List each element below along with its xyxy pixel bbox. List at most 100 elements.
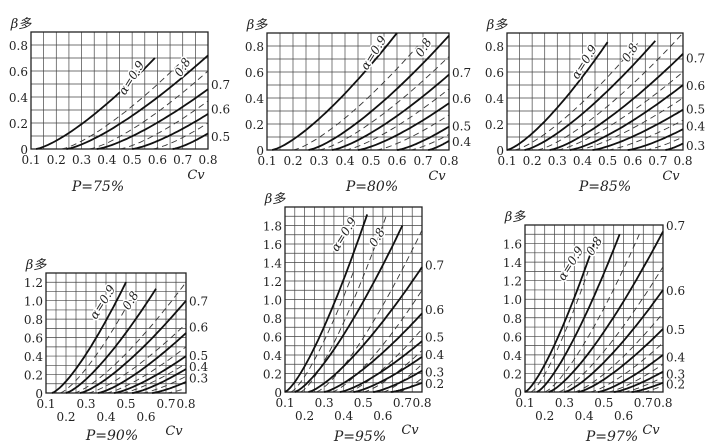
right-alpha-label: 0.4 — [189, 360, 208, 374]
y-tick-label: 0 — [274, 386, 282, 400]
x-tick-label: 0.2 — [283, 154, 302, 168]
right-alpha-label: 0.4 — [452, 135, 471, 149]
x-tick-label: 0.3 — [76, 397, 95, 411]
x-tick-label: 0.8 — [653, 396, 672, 410]
x-tick-label: 0.6 — [148, 153, 167, 167]
dashed-curve — [331, 290, 423, 393]
dashed-curve — [347, 328, 423, 393]
dashed-curve — [557, 71, 684, 151]
dashed-curve — [643, 385, 664, 393]
y-tick-label: 0.8 — [485, 40, 504, 54]
y-tick-label: 1.6 — [503, 238, 522, 252]
curve-label: α=0.9 — [358, 33, 390, 72]
alpha-curve-0.5 — [339, 340, 423, 393]
x-tick-label: 0.3 — [555, 396, 574, 410]
alpha-curve-0.9 — [524, 243, 595, 393]
alpha-curve-0.6 — [131, 113, 209, 150]
right-alpha-label: 0.5 — [189, 349, 208, 363]
y-tick-label: 0 — [256, 144, 264, 158]
y-tick-label: 0.6 — [245, 66, 264, 80]
right-alpha-label: 0.5 — [425, 331, 444, 345]
curve-label: 0.8 — [120, 288, 142, 312]
x-tick-label: 0.5 — [598, 154, 617, 168]
dashed-curve — [119, 100, 209, 150]
curve-label: α=0.9 — [87, 282, 119, 321]
chart-panel: α=0.90.80.70.60.50.40.30.200.20.40.60.81… — [503, 210, 686, 445]
x-axis-label: Cv — [662, 169, 680, 184]
x-tick-label: 0.4 — [575, 409, 594, 423]
x-tick-label: 0.2 — [56, 410, 75, 424]
y-tick-label: 0 — [35, 387, 43, 401]
x-tick-label: 0.8 — [198, 153, 217, 167]
dashed-curve — [530, 271, 589, 393]
right-alpha-label: 0.7 — [211, 78, 230, 92]
right-alpha-label: 0.7 — [189, 295, 208, 309]
x-axis-label: Cv — [401, 423, 419, 438]
y-tick-label: 0.2 — [24, 369, 43, 383]
x-tick-label: 0.5 — [594, 396, 613, 410]
right-alpha-label: 0.5 — [452, 119, 471, 133]
right-alpha-label: 0.3 — [425, 366, 444, 380]
dashed-curve — [607, 363, 664, 393]
alpha-curve-0.7 — [96, 88, 209, 150]
alpha-curve-0.8 — [65, 288, 157, 394]
alpha-curve-0.3 — [151, 381, 187, 394]
right-alpha-label: 0.3 — [686, 139, 705, 153]
chart-title: P=97% — [585, 429, 638, 445]
dashed-curve — [558, 266, 664, 393]
x-axis-label: Cv — [642, 423, 660, 438]
right-alpha-label: 0.2 — [666, 378, 685, 392]
x-tick-label: 0.3 — [315, 396, 334, 410]
dashed-curve — [290, 271, 354, 393]
dashed-curve — [544, 234, 640, 393]
chart-panel: α=0.9 0.8 0.7 0.6 0.5 0.4 0 0.2 0.4 0.6 0.8 0.1 0.2 0… — [245, 18, 472, 195]
dashed-curve — [574, 312, 664, 393]
y-tick-label: 0.4 — [263, 349, 282, 363]
right-alpha-label: 0.6 — [189, 321, 208, 335]
x-tick-label: 0.3 — [309, 154, 328, 168]
dashed-curve — [590, 342, 664, 393]
y-tick-label: 0.8 — [24, 313, 43, 327]
x-tick-label: 0.7 — [173, 153, 192, 167]
alpha-curve-0.7 — [331, 73, 450, 151]
right-alpha-label: 0.5 — [211, 130, 230, 144]
right-alpha-label: 0.7 — [452, 66, 471, 80]
x-tick-label: 0.4 — [96, 410, 115, 424]
x-tick-label: 0.4 — [334, 409, 353, 423]
y-tick-label: 0.6 — [9, 65, 28, 79]
x-tick-label: 0.1 — [275, 396, 294, 410]
y-tick-label: 0.8 — [9, 39, 28, 53]
alpha-curve-0.7 — [548, 231, 664, 393]
x-tick-label: 0.1 — [36, 397, 55, 411]
y-tick-label: 0.6 — [485, 66, 504, 80]
x-tick-label: 0.4 — [573, 154, 592, 168]
x-tick-label: 0.7 — [648, 154, 667, 168]
x-tick-label: 0.4 — [97, 153, 116, 167]
alpha-curve-0.6 — [569, 84, 684, 151]
dashed-curve — [316, 229, 423, 393]
right-alpha-label: 0.6 — [452, 92, 471, 106]
right-alpha-label: 0.6 — [425, 303, 444, 317]
x-tick-label: 0.7 — [156, 397, 175, 411]
y-tick-label: 0.4 — [9, 91, 28, 105]
alpha-curve-0.5 — [592, 108, 684, 151]
chart-title: P=75% — [71, 179, 124, 195]
alpha-curve-0.9 — [35, 57, 156, 150]
x-tick-label: 0.8 — [176, 397, 195, 411]
x-tick-label: 0.5 — [354, 396, 373, 410]
alpha-curve-0.6 — [97, 332, 187, 394]
chart-panel: α=0.9 0.8 0.7 0.6 0.5 0 0.2 0.4 0.6 0.8 0.1 0.2 0.3 0… — [9, 17, 230, 195]
y-tick-label: 0.2 — [263, 368, 282, 382]
alpha-curve-0.7 — [549, 53, 684, 151]
curve-label: 0.8 — [583, 234, 605, 258]
y-tick-label: 0.4 — [24, 350, 43, 364]
dashed-curve — [537, 32, 684, 151]
curve-label: 0.8 — [366, 225, 388, 249]
y-tick-label: 0.4 — [503, 349, 522, 363]
x-tick-label: 0.4 — [335, 154, 354, 168]
alpha-curve-0.4 — [627, 128, 684, 151]
alpha-curve-0.7 — [79, 300, 187, 394]
right-alpha-label: 0.4 — [666, 351, 685, 365]
dashed-curve — [166, 387, 187, 394]
